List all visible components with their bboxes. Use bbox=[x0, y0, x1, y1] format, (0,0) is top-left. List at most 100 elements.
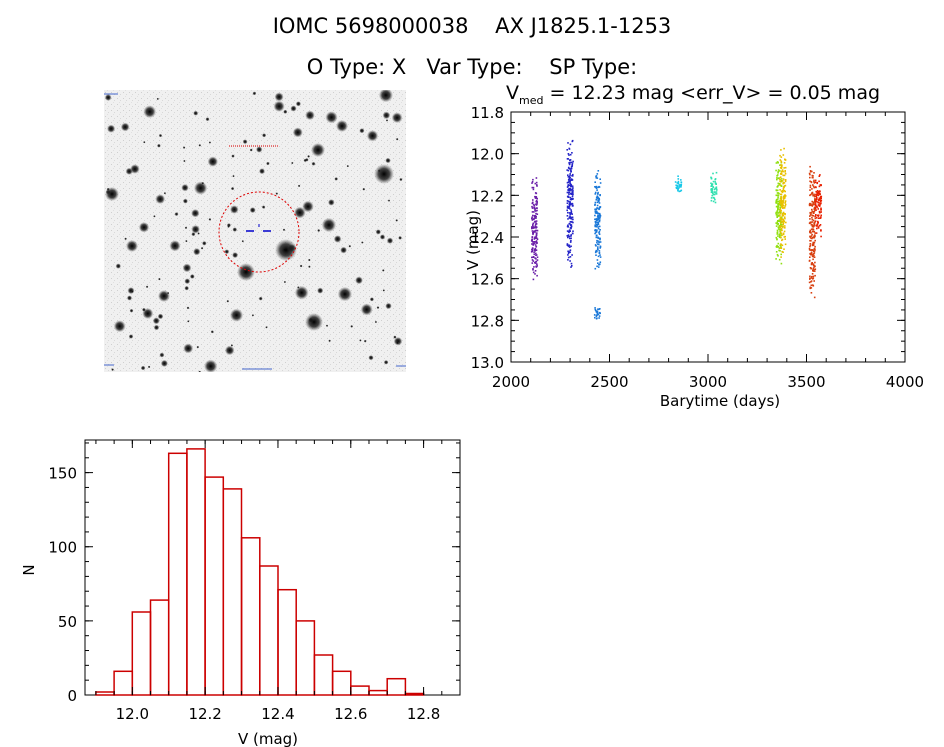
lc-point bbox=[820, 214, 822, 217]
lc-point bbox=[567, 142, 569, 144]
lc-point bbox=[568, 203, 571, 206]
lc-point bbox=[532, 271, 535, 274]
star bbox=[107, 124, 116, 133]
lc-point bbox=[531, 239, 533, 242]
lc-point bbox=[811, 205, 814, 207]
lc-point bbox=[530, 251, 533, 253]
lc-point bbox=[776, 229, 779, 232]
lc-point bbox=[814, 239, 816, 242]
lc-point bbox=[777, 162, 779, 164]
hist-bar bbox=[204, 476, 225, 696]
star bbox=[382, 269, 385, 272]
lc-point bbox=[780, 200, 782, 202]
lc-point bbox=[817, 191, 819, 194]
lc-point bbox=[680, 189, 683, 192]
lc-point bbox=[820, 235, 822, 238]
lc-point bbox=[809, 215, 811, 217]
lc-point bbox=[535, 181, 538, 184]
lc-point bbox=[783, 182, 786, 184]
lc-point bbox=[776, 216, 778, 218]
star bbox=[258, 296, 263, 301]
lc-point bbox=[713, 188, 716, 191]
lc-point bbox=[598, 225, 601, 228]
lc-point bbox=[782, 213, 784, 215]
lc-point bbox=[567, 224, 569, 227]
lc-point bbox=[533, 211, 535, 213]
lc-point bbox=[535, 200, 537, 203]
lc-point bbox=[782, 226, 784, 229]
lc-point bbox=[535, 242, 537, 244]
lc-point bbox=[813, 236, 816, 239]
lc-point bbox=[535, 217, 537, 219]
star bbox=[395, 137, 399, 141]
lc-point bbox=[809, 189, 811, 191]
lc-point bbox=[595, 254, 597, 256]
lc-point bbox=[809, 214, 812, 216]
star bbox=[198, 144, 202, 147]
lc-point bbox=[818, 175, 821, 177]
hist-bar bbox=[149, 599, 170, 696]
lc-point bbox=[536, 238, 539, 240]
lc-point bbox=[569, 216, 571, 218]
star bbox=[317, 287, 324, 294]
star bbox=[366, 130, 379, 142]
lc-point bbox=[820, 216, 822, 218]
lc-point bbox=[571, 203, 574, 205]
lc-point bbox=[779, 176, 782, 178]
star bbox=[251, 314, 255, 317]
light-curve-chart: 2000 2500 3000 3500 4000 11.8 12.0 12.2 12.4 12.… bbox=[464, 104, 924, 410]
lc-point bbox=[812, 278, 814, 280]
lc-point bbox=[780, 196, 782, 199]
lc-point bbox=[594, 267, 597, 270]
lc-point bbox=[594, 218, 596, 221]
lc-point bbox=[676, 185, 678, 187]
star bbox=[317, 229, 321, 232]
lc-point bbox=[674, 181, 677, 183]
lc-point bbox=[534, 182, 537, 185]
lc-point bbox=[597, 196, 599, 199]
lc-point bbox=[783, 186, 785, 188]
lc-point bbox=[570, 165, 573, 168]
lc-point bbox=[813, 241, 816, 244]
lc-point bbox=[775, 194, 778, 197]
lc-point bbox=[815, 186, 817, 189]
lc-point bbox=[811, 273, 814, 275]
lc-point bbox=[534, 248, 537, 251]
lc-point bbox=[775, 189, 778, 192]
lc-point bbox=[776, 238, 778, 240]
lc-point bbox=[714, 187, 717, 190]
lc-point bbox=[680, 181, 683, 184]
lc-point bbox=[819, 174, 821, 176]
lc-point bbox=[780, 262, 783, 265]
lc-point bbox=[783, 167, 785, 169]
lc-point bbox=[568, 162, 571, 164]
lc-point bbox=[783, 248, 785, 250]
lc-point bbox=[812, 185, 815, 188]
lc-point bbox=[536, 201, 538, 203]
lc-point bbox=[817, 217, 820, 219]
lc-point bbox=[596, 201, 599, 204]
vmed-value: = 12.23 mag <err_V> = 0.05 mag bbox=[543, 82, 881, 104]
lc-point bbox=[536, 202, 538, 204]
lc-point bbox=[780, 228, 783, 230]
lc-point bbox=[780, 220, 783, 223]
star bbox=[160, 359, 168, 367]
lc-point bbox=[570, 189, 572, 192]
lc-point bbox=[571, 192, 573, 194]
hist-bar bbox=[95, 691, 115, 696]
lc-point bbox=[714, 198, 716, 201]
lc-point bbox=[534, 209, 536, 211]
lc-point bbox=[535, 266, 538, 268]
lc-point bbox=[677, 175, 679, 177]
lc-point bbox=[535, 196, 538, 198]
lc-point bbox=[815, 198, 818, 201]
lc-point bbox=[595, 177, 598, 179]
lc-point bbox=[713, 197, 716, 199]
lc-point bbox=[784, 202, 786, 204]
lc-point bbox=[567, 169, 570, 172]
lc-point bbox=[810, 284, 813, 287]
star bbox=[232, 174, 235, 178]
lc-point bbox=[779, 218, 782, 221]
lc-point bbox=[595, 196, 598, 199]
lc-point bbox=[781, 180, 783, 182]
